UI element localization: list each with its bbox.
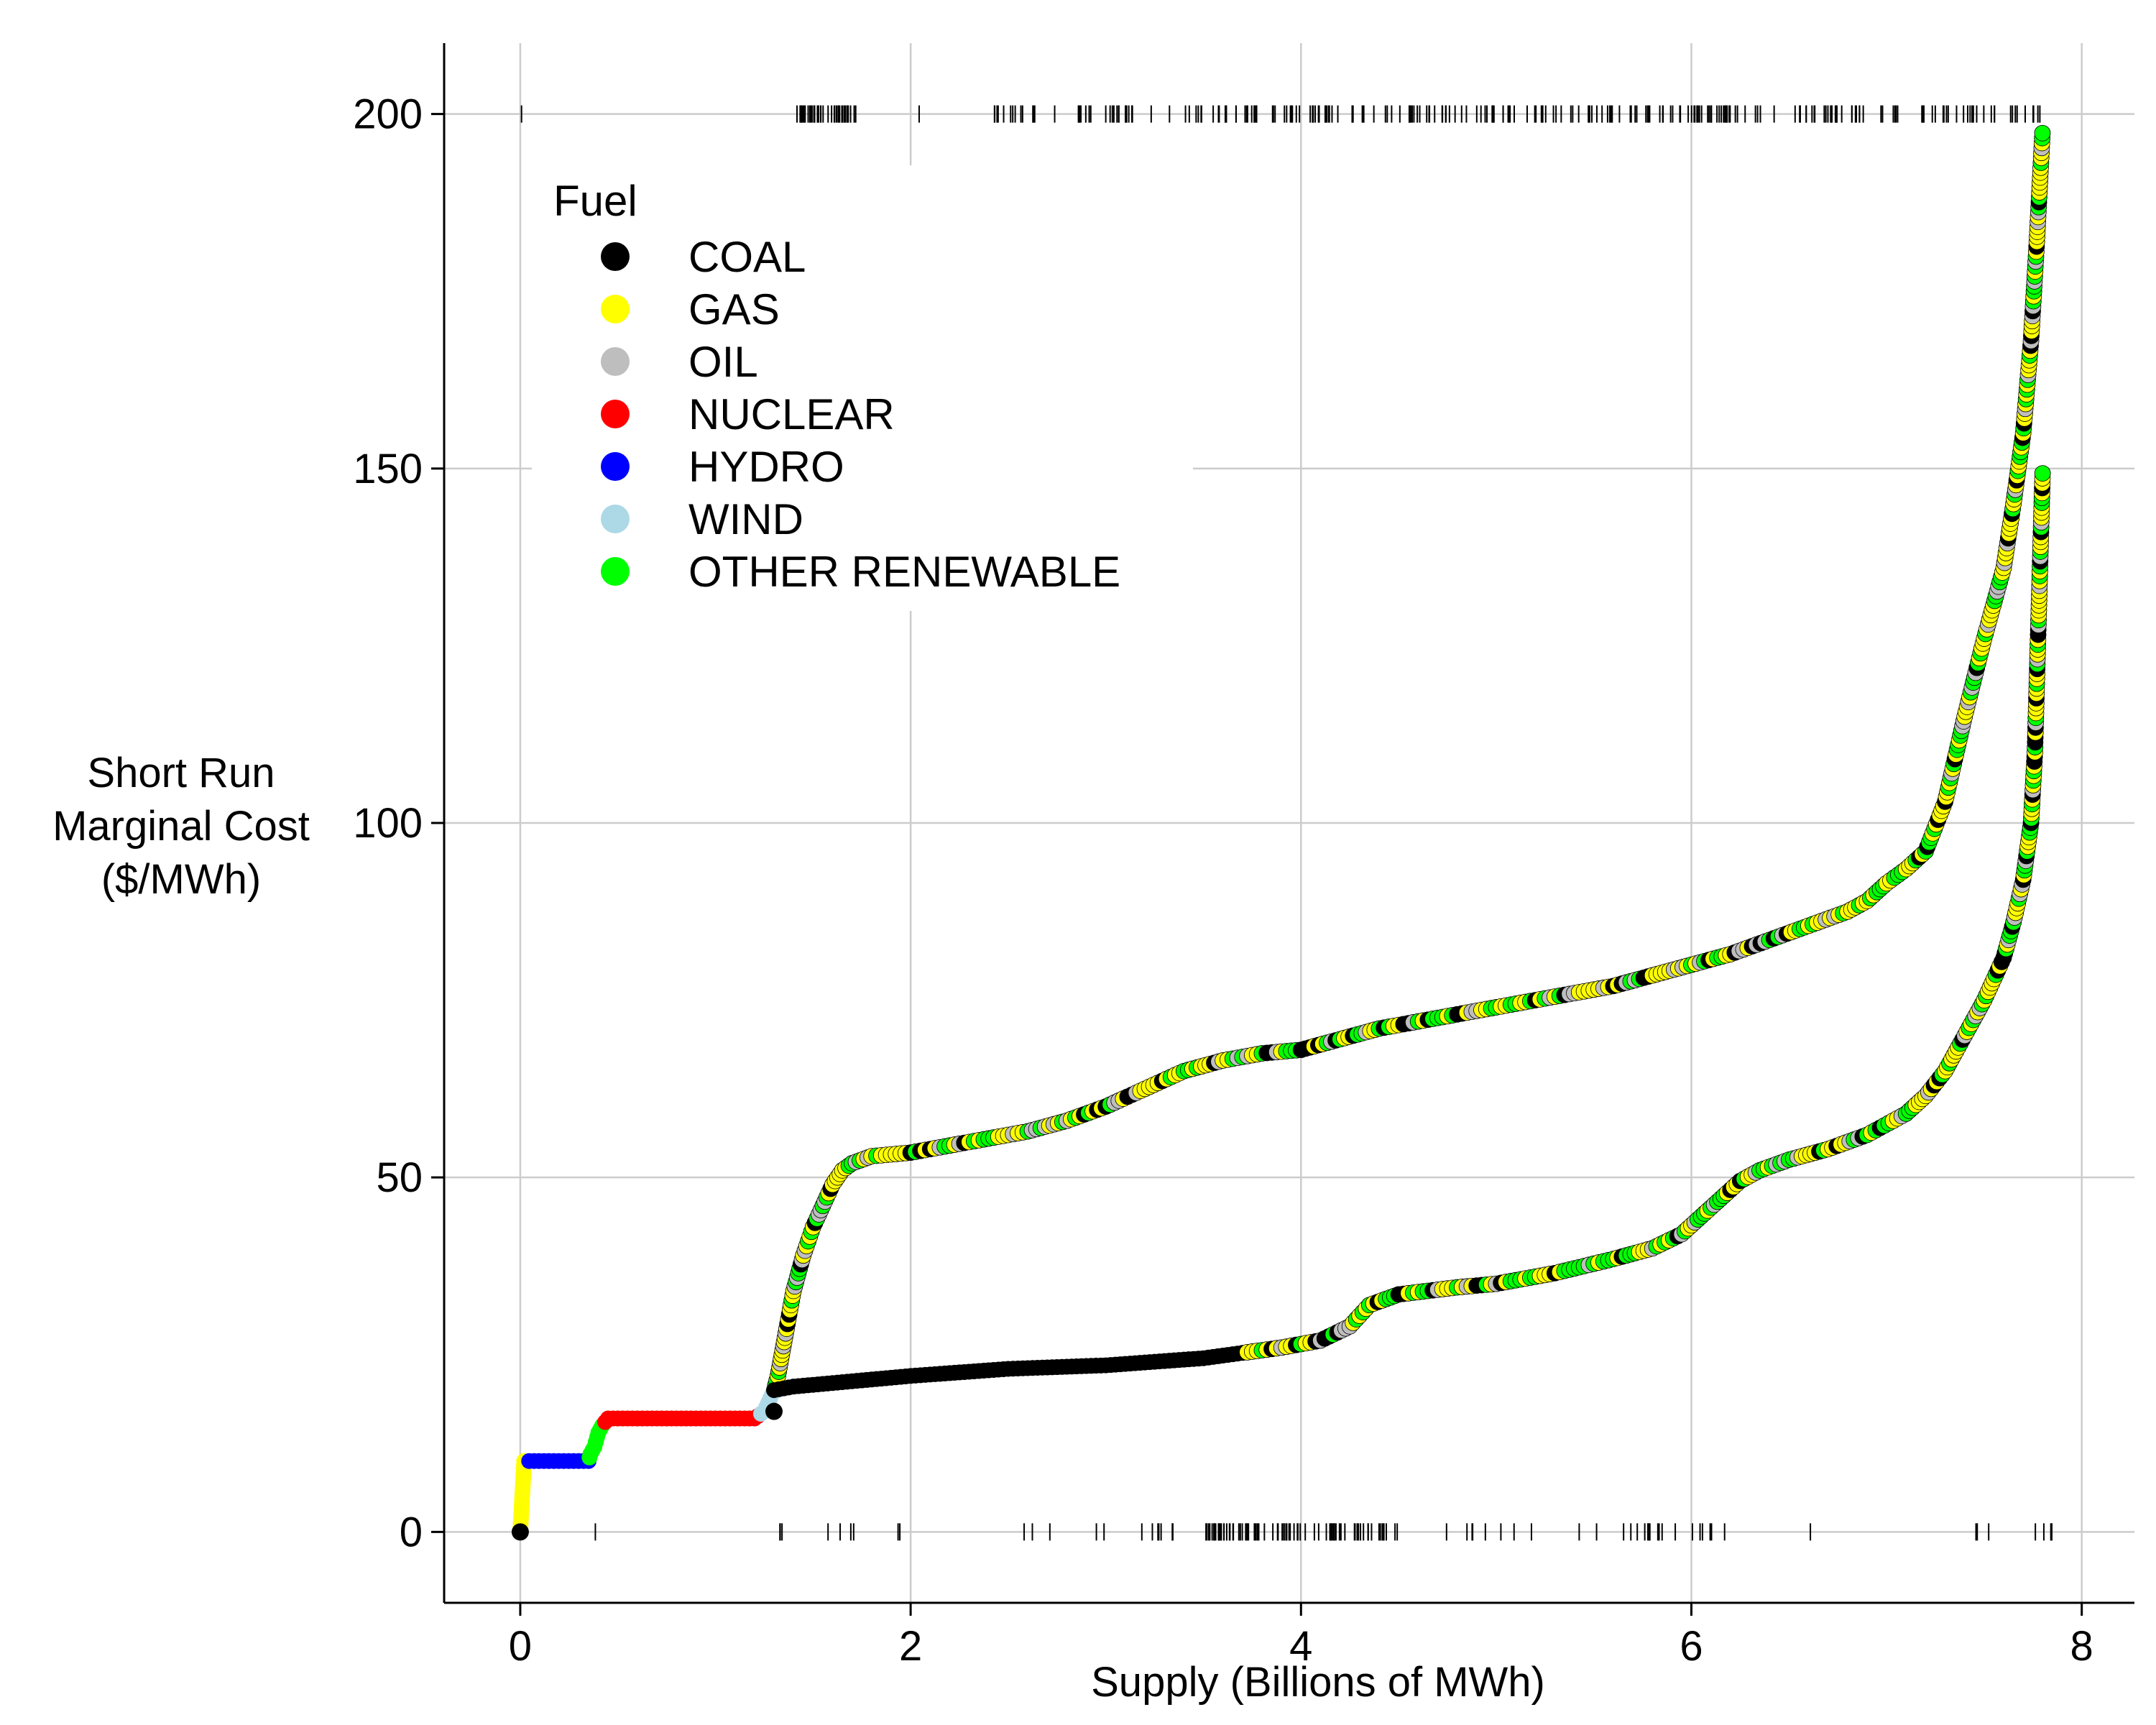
y-axis-title-line: Short Run	[87, 750, 275, 796]
legend-title: Fuel	[553, 177, 637, 225]
legend-label: GAS	[688, 285, 780, 334]
x-axis-title: Supply (Billions of MWh)	[1091, 1659, 1545, 1706]
legend-marker	[601, 347, 630, 376]
rug-marks	[520, 105, 2053, 1541]
x-axis-ticks: 0 2 4 6 8	[509, 1603, 2093, 1670]
legend-label: OTHER RENEWABLE	[688, 548, 1120, 596]
data-point	[765, 1402, 783, 1420]
x-tick-label: 8	[2070, 1623, 2093, 1670]
x-tick-label: 0	[509, 1623, 532, 1670]
y-tick-label: 150	[353, 446, 423, 492]
scatter-points	[511, 124, 2051, 1541]
data-point	[2034, 124, 2051, 142]
legend-marker	[601, 505, 630, 533]
data-point	[511, 1523, 529, 1541]
legend-label: OIL	[688, 338, 758, 386]
legend-marker	[601, 295, 630, 323]
y-tick-label: 200	[353, 91, 423, 138]
y-axis-title-line: Marginal Cost	[52, 803, 310, 850]
y-axis-title-line: ($/MWh)	[101, 856, 261, 903]
x-tick-label: 6	[1680, 1623, 1703, 1670]
data-point	[2034, 465, 2051, 482]
y-tick-label: 100	[353, 800, 423, 847]
legend-marker	[601, 452, 630, 481]
legend-label: HYDRO	[688, 443, 844, 491]
y-axis-title: Short Run Marginal Cost ($/MWh)	[52, 750, 310, 903]
legend-marker	[601, 242, 630, 271]
legend-label: WIND	[688, 495, 803, 543]
y-tick-label: 0	[400, 1509, 423, 1555]
legend-marker	[601, 557, 630, 586]
x-tick-label: 4	[1289, 1623, 1312, 1670]
y-tick-label: 50	[376, 1154, 423, 1201]
legend-label: NUCLEAR	[688, 390, 895, 438]
y-axis-ticks: 0 50 100 150 200	[353, 91, 444, 1555]
legend-background	[532, 165, 1193, 611]
legend-marker	[601, 400, 630, 428]
x-tick-label: 2	[899, 1623, 922, 1670]
legend-label: COAL	[688, 233, 806, 281]
